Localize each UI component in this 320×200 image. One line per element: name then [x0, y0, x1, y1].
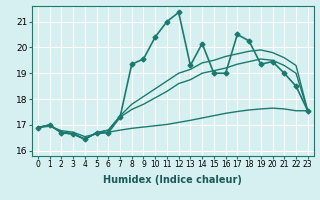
X-axis label: Humidex (Indice chaleur): Humidex (Indice chaleur)	[103, 175, 242, 185]
